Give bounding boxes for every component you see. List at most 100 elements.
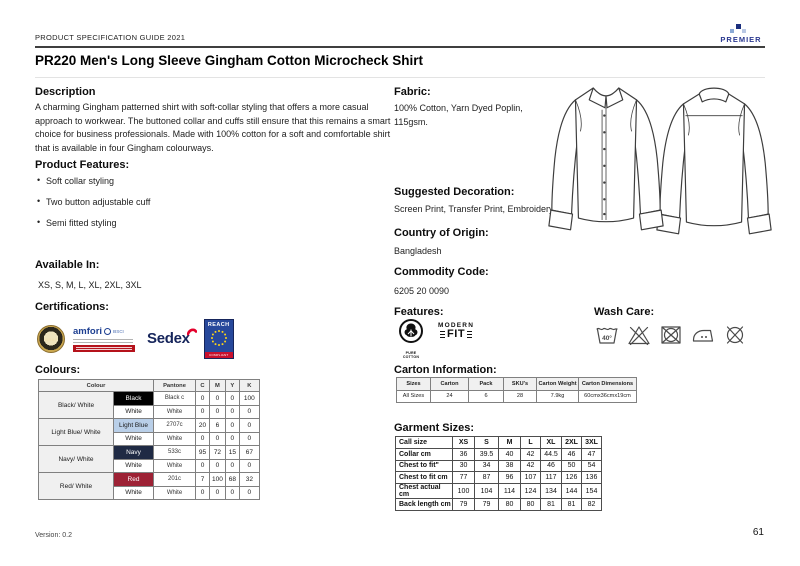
table-row: Red/ White Red 201c 7 100 68 32 xyxy=(38,472,260,500)
row-label: Call size xyxy=(395,436,453,449)
table-row: Navy/ White Navy 533c 95 72 15 67 xyxy=(38,445,260,473)
bsci-logo-text: BSCI xyxy=(113,329,124,334)
commodity-code-heading: Commodity Code: xyxy=(394,266,489,278)
reach-compliant-text: COMPLIANT xyxy=(204,352,233,358)
sedex-logo-text: Sedex xyxy=(147,330,190,347)
pantone-cell: 2707c xyxy=(153,418,196,433)
wash-care-heading: Wash Care: xyxy=(594,306,655,318)
column-header: Pantone xyxy=(153,379,196,392)
pantone-cell: White xyxy=(153,404,196,419)
reach-logo: REACH COMPLIANT xyxy=(203,319,234,359)
wrap-logo-text: WRAP xyxy=(44,336,58,342)
page-title: PR220 Men's Long Sleeve Gingham Cotton M… xyxy=(35,53,424,68)
description-heading: Description xyxy=(35,86,96,98)
garment-sizes-table: Call size XS S M L XL 2XL 3XL Collar cm … xyxy=(395,436,602,511)
shirt-back-illustration xyxy=(656,87,772,235)
amfori-bsci-logo: amfori BSCI xyxy=(73,326,139,352)
colours-table: Colour Pantone C M Y K Black/ White Blac… xyxy=(38,379,260,500)
colour-group-cell: Navy/ White xyxy=(38,445,114,473)
pure-cotton-icon xyxy=(399,319,423,343)
colours-heading: Colours: xyxy=(35,364,81,376)
feature-icons: PURE COTTON MODERN FIT xyxy=(394,318,474,360)
colour-group-cell: Red/ White xyxy=(38,472,114,500)
table-row: All Sizes 24 6 28 7.9kg 60cmx36cmx19cm xyxy=(396,389,637,403)
fabric-body: 100% Cotton, Yarn Dyed Poplin, 115gsm. xyxy=(394,103,523,127)
table-row: Chest actual cm 100 104 114 124 134 144 … xyxy=(395,483,602,500)
table-header-row: Colour Pantone C M Y K xyxy=(38,379,260,392)
column-header: SKU's xyxy=(503,377,537,391)
colour-swatch: White xyxy=(113,485,154,500)
iron-two-dot-icon xyxy=(692,329,714,342)
table-row: Back length cm 79 79 80 80 81 81 82 xyxy=(395,498,602,511)
wash-40-icon: 40° xyxy=(596,327,618,344)
commodity-code-body: 6205 20 0090 xyxy=(394,286,450,296)
colour-swatch: White xyxy=(113,404,154,419)
pantone-cell: White xyxy=(153,458,196,473)
premier-logo: PREMIER xyxy=(716,22,766,44)
suggested-decoration-body: Screen Print, Transfer Print, Embroidery xyxy=(394,204,554,214)
row-label: Chest actual cm xyxy=(395,483,453,500)
pantone-cell: Black c xyxy=(153,391,196,406)
modern-fit-dash-icon xyxy=(440,330,446,338)
product-features-heading: Product Features: xyxy=(35,159,130,171)
amfori-fineprint-line xyxy=(73,338,133,340)
product-features-list: Soft collar styling Two button adjustabl… xyxy=(37,175,150,239)
colour-swatch: White xyxy=(113,458,154,473)
premier-logo-text: PREMIER xyxy=(720,35,762,44)
wrap-logo: WRAP xyxy=(37,325,65,353)
colour-swatch: White xyxy=(113,431,154,446)
document-header: PRODUCT SPECIFICATION GUIDE 2021 xyxy=(35,33,186,42)
wash-care-icons: 40° xyxy=(594,324,748,346)
row-label: Chest to fit" xyxy=(395,459,453,473)
column-header: Y xyxy=(224,379,240,392)
amfori-fineprint-line xyxy=(73,341,133,343)
column-header: Carton Dimensions xyxy=(578,377,637,391)
modern-fit-top-text: MODERN xyxy=(438,322,475,329)
column-header: Carton Weight xyxy=(536,377,579,391)
table-row: White White 0 0 0 0 xyxy=(39,404,260,419)
header-rule xyxy=(35,46,765,48)
suggested-decoration-heading: Suggested Decoration: xyxy=(394,186,515,198)
available-in-sizes: XS, S, M, L, XL, 2XL, 3XL xyxy=(38,280,142,290)
svg-text:40°: 40° xyxy=(602,334,612,342)
table-header-row: Call size XS S M L XL 2XL 3XL xyxy=(395,436,602,449)
modern-fit-dash-icon xyxy=(467,330,473,338)
list-item: Semi fitted styling xyxy=(37,217,150,228)
pantone-cell: 533c xyxy=(153,445,196,460)
premier-logo-square-icon xyxy=(742,29,746,33)
pure-cotton-badge: PURE COTTON xyxy=(394,318,428,360)
table-row: Chest to fit" 30 34 38 42 46 50 54 xyxy=(395,459,602,473)
table-row: Black/ White Black Black c 0 0 0 100 xyxy=(38,391,260,419)
amfori-globe-icon xyxy=(104,328,112,335)
pantone-cell: White xyxy=(153,485,196,500)
available-in-heading: Available In: xyxy=(35,259,100,271)
table-row: White White 0 0 0 0 xyxy=(39,458,260,473)
colour-swatch: Navy xyxy=(113,445,154,460)
page-number: 61 xyxy=(752,527,764,538)
shirt-front-illustration xyxy=(548,87,664,231)
sedex-swoosh-icon xyxy=(186,328,197,336)
carton-information-table: Sizes Carton Pack SKU's Carton Weight Ca… xyxy=(396,377,637,403)
table-header-row: Sizes Carton Pack SKU's Carton Weight Ca… xyxy=(396,377,637,391)
carton-information-heading: Carton Information: xyxy=(394,364,497,376)
list-item: Two button adjustable cuff xyxy=(37,196,150,207)
table-row: Collar cm 36 39.5 40 42 44.5 46 47 xyxy=(395,447,602,461)
modern-fit-bottom-text: FIT xyxy=(447,328,466,340)
sedex-logo: Sedex xyxy=(147,328,197,348)
fabric-heading: Fabric: xyxy=(394,86,431,98)
column-header: Colour xyxy=(38,379,154,392)
colour-swatch: Red xyxy=(113,472,154,487)
reach-logo-text: REACH xyxy=(207,322,230,328)
colour-swatch: Black xyxy=(113,391,154,406)
pantone-cell: 201c xyxy=(153,472,196,487)
version-label: Version: 0.2 xyxy=(35,532,72,539)
column-header: Pack xyxy=(468,377,504,391)
do-not-dry-clean-icon xyxy=(726,326,744,344)
column-header: K xyxy=(238,379,260,392)
premier-logo-square-icon xyxy=(730,29,734,33)
row-label: Back length cm xyxy=(395,498,453,511)
country-of-origin-body: Bangladesh xyxy=(394,246,442,256)
amfori-red-banner xyxy=(73,345,135,352)
colour-group-cell: Light Blue/ White xyxy=(38,418,114,446)
